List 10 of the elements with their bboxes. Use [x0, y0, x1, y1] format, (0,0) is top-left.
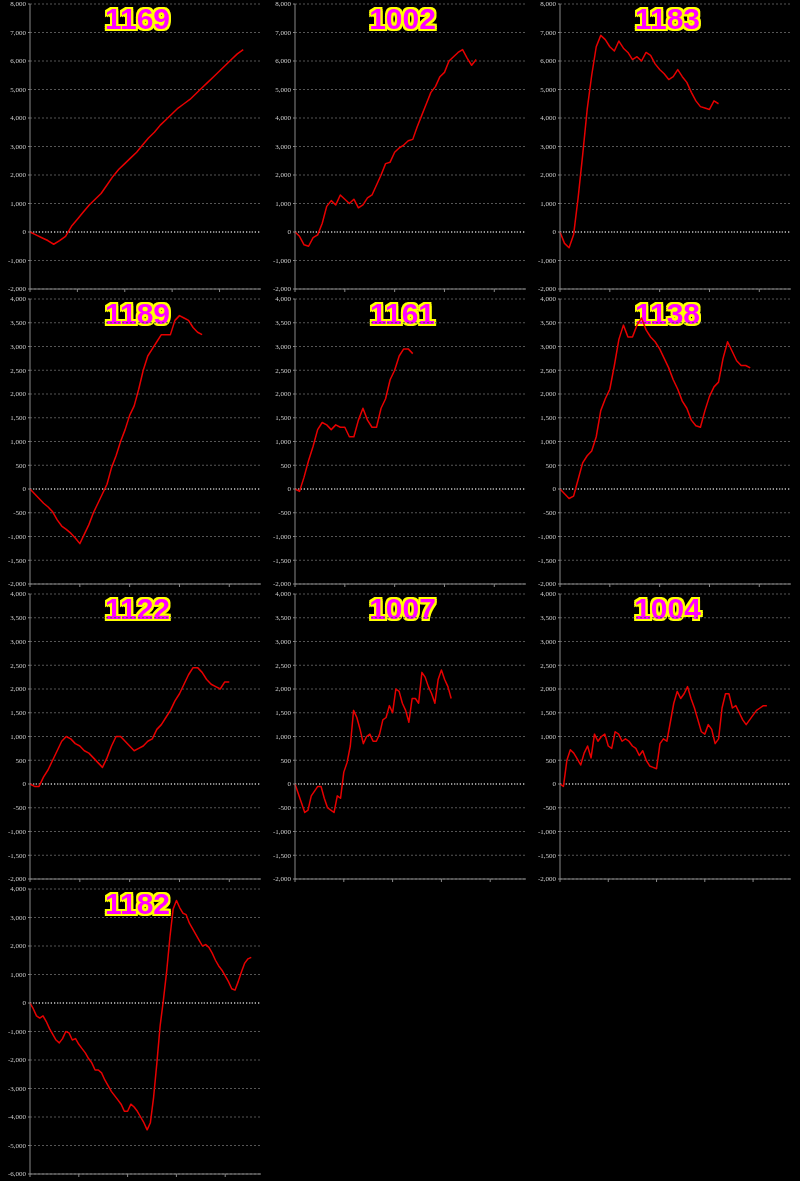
chart-title: 1183	[634, 2, 701, 35]
chart-title: 1002	[369, 2, 436, 35]
chart-title: 1169	[104, 2, 171, 35]
chart-title: 1004	[634, 592, 701, 625]
chart-title: 1138	[634, 297, 701, 330]
chart-title: 1189	[104, 297, 171, 330]
chart-title: 1182	[104, 887, 171, 920]
chart-title: 1161	[369, 297, 436, 330]
chart-title: 1122	[104, 592, 171, 625]
chart-title: 1007	[369, 592, 436, 625]
